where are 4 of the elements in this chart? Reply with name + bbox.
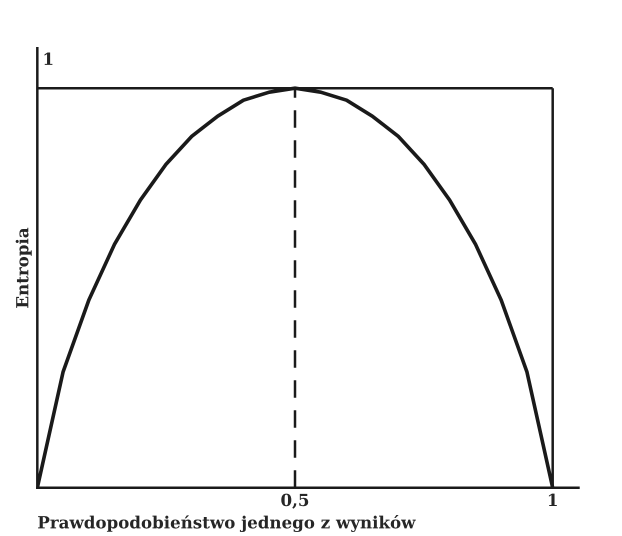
ref-line-label: 1: [44, 52, 52, 65]
y-axis-title: Entropia: [16, 228, 32, 308]
x-tick-label: 0,5: [281, 494, 308, 509]
x-axis-title: Prawdopodobieństwo jednego z wyników: [38, 515, 416, 532]
